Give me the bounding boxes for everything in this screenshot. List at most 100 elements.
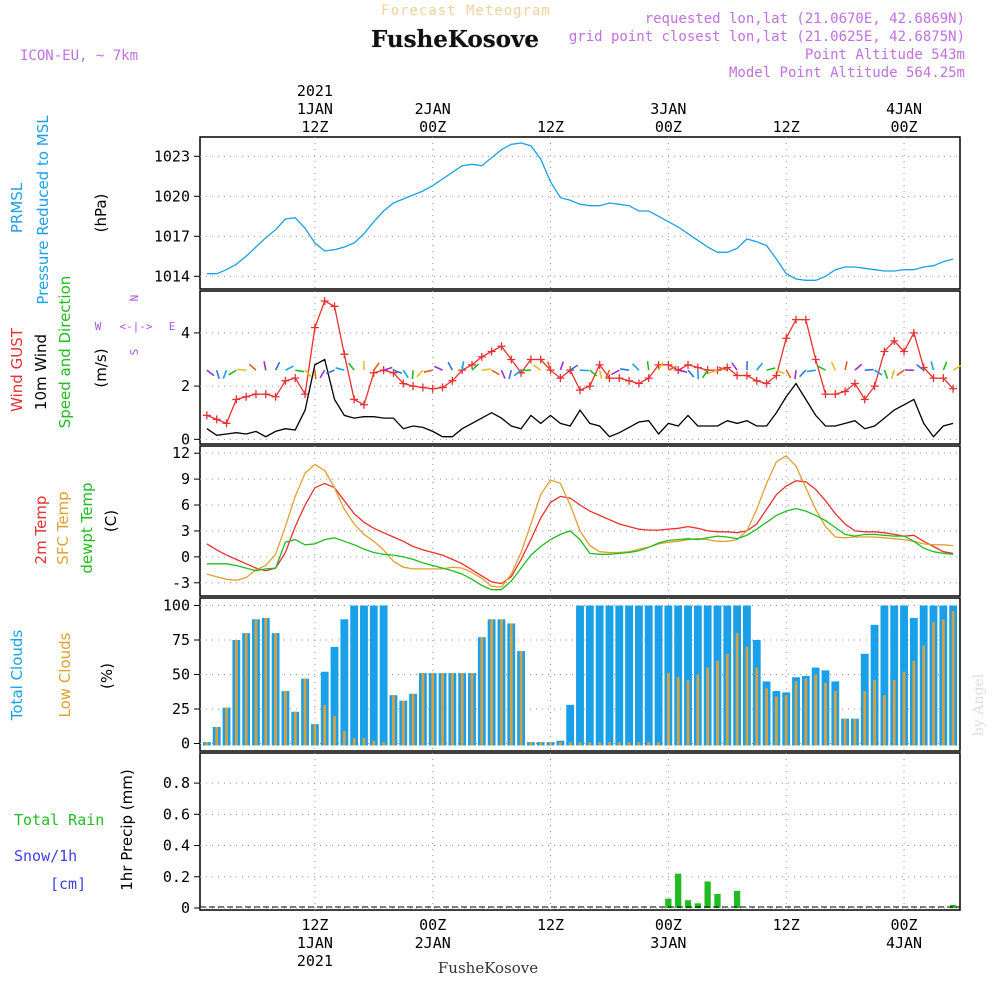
wind-arrow xyxy=(248,363,257,371)
low-cloud-bar xyxy=(342,731,346,746)
rain-bar xyxy=(733,890,741,908)
wind-arrow xyxy=(513,369,522,377)
gust-point xyxy=(556,374,565,383)
bottom-time-label: 2JAN xyxy=(415,934,451,952)
gust-point xyxy=(467,360,476,369)
snow-label: Snow/1h xyxy=(14,847,77,865)
series-line-10m-wind xyxy=(206,358,954,438)
total-cloud-bar xyxy=(566,704,575,746)
rain-bar xyxy=(675,873,682,908)
wind-arrow xyxy=(325,369,335,375)
wind-arrow xyxy=(830,361,837,371)
closest-coords: grid point closest lon,lat (21.0625E, 42… xyxy=(569,29,965,45)
wind-arrow xyxy=(756,362,764,371)
y-tick-label: 6 xyxy=(181,496,190,514)
low-cloud-bar xyxy=(794,681,798,746)
low-cloud-bar xyxy=(922,645,926,746)
gust-point xyxy=(713,366,722,375)
gust-point xyxy=(752,376,761,385)
bottom-time-label: 1JAN xyxy=(297,934,333,952)
cloud-unit-label: (%) xyxy=(98,663,116,689)
low-cloud-bar xyxy=(666,673,670,746)
y-tick-label: 0 xyxy=(181,734,190,752)
low-cloud-bar xyxy=(843,718,847,746)
low-cloud-bar xyxy=(215,726,219,746)
low-cloud-bar xyxy=(431,673,435,746)
gust-point xyxy=(841,387,850,396)
low-cloud-bar xyxy=(382,742,386,746)
wind-arrow xyxy=(559,361,565,371)
pressure-msl-label: Pressure Reduced to MSL xyxy=(34,115,52,305)
wind-arrow xyxy=(952,364,962,371)
top-time-label: 1JAN xyxy=(297,100,333,118)
top-time-label: 00Z xyxy=(890,118,917,136)
bottom-time-label: 00Z xyxy=(890,916,917,934)
y-tick-label: 100 xyxy=(163,597,190,615)
top-time-label: 3JAN xyxy=(650,100,686,118)
footer-station: FusheKosove xyxy=(438,959,538,977)
total-rain-label: Total Rain xyxy=(14,811,104,829)
wind-arrow xyxy=(631,363,640,371)
gust-point xyxy=(202,411,211,420)
gust-point xyxy=(546,366,555,375)
total-cloud-bar xyxy=(674,605,683,746)
precip-axis-label: 1hr Precip (mm) xyxy=(118,769,136,890)
top-time-label: 12Z xyxy=(301,118,328,136)
gust-point xyxy=(625,376,634,385)
gust-point xyxy=(251,390,260,399)
wind-arrow xyxy=(817,365,826,371)
wind-arrow xyxy=(646,361,650,371)
wind-gust-label: Wind GUST xyxy=(8,327,26,412)
gust-point xyxy=(428,384,437,393)
low-cloud-bar xyxy=(617,742,621,746)
gust-point xyxy=(792,315,801,324)
gust-point xyxy=(536,355,545,364)
gust-point xyxy=(301,390,310,399)
rain-bar xyxy=(694,903,701,908)
low-cloud-bar xyxy=(529,742,533,746)
gust-point xyxy=(900,347,909,356)
low-cloud-bar xyxy=(696,674,700,746)
low-cloud-bar xyxy=(765,688,768,746)
model-label: ICON-EU, ~ 7km xyxy=(20,48,138,64)
wind-arrow xyxy=(314,370,317,380)
wind-arrow xyxy=(569,364,579,371)
gust-point xyxy=(949,384,958,393)
gust-point xyxy=(438,383,447,392)
wind-arrow xyxy=(708,369,718,374)
wind-arrow xyxy=(274,361,281,371)
total-cloud-bar xyxy=(595,605,604,746)
gust-point xyxy=(782,334,791,343)
low-cloud-bar xyxy=(274,633,278,746)
bottom-time-label: 4JAN xyxy=(886,934,922,952)
wind-arrow xyxy=(508,369,513,380)
y-tick-label: 2 xyxy=(181,377,190,395)
y-tick-label: 0 xyxy=(181,899,190,917)
wind-arrow xyxy=(874,369,883,376)
total-cloud-bar xyxy=(369,605,378,746)
wind-arrow xyxy=(864,368,874,371)
gust-point xyxy=(389,368,398,377)
watermark: by Angel xyxy=(971,673,987,736)
y-tick-label: 0.2 xyxy=(163,868,190,886)
series-line-sfc-temp xyxy=(206,454,954,588)
gust-point xyxy=(350,395,359,404)
low-cloud-bar xyxy=(441,673,444,746)
wind-arrow xyxy=(668,365,677,371)
chart-pressure xyxy=(206,142,954,281)
wind-arrow xyxy=(335,367,345,371)
y-tick-label: 0.8 xyxy=(163,774,190,792)
chart-precip xyxy=(200,873,960,908)
low-cloud-bar xyxy=(716,660,719,746)
wind-arrow xyxy=(402,369,409,379)
model-altitude: Model Point Altitude 564.25m xyxy=(729,65,965,81)
total-cloud-bar xyxy=(625,605,634,746)
wind-compass: W <-|-> E N S xyxy=(95,295,176,356)
gust-point xyxy=(801,315,810,324)
gust-point xyxy=(448,376,457,385)
wind-arrow xyxy=(890,369,895,380)
rain-bar xyxy=(949,904,957,908)
low-cloud-bar xyxy=(745,646,749,746)
